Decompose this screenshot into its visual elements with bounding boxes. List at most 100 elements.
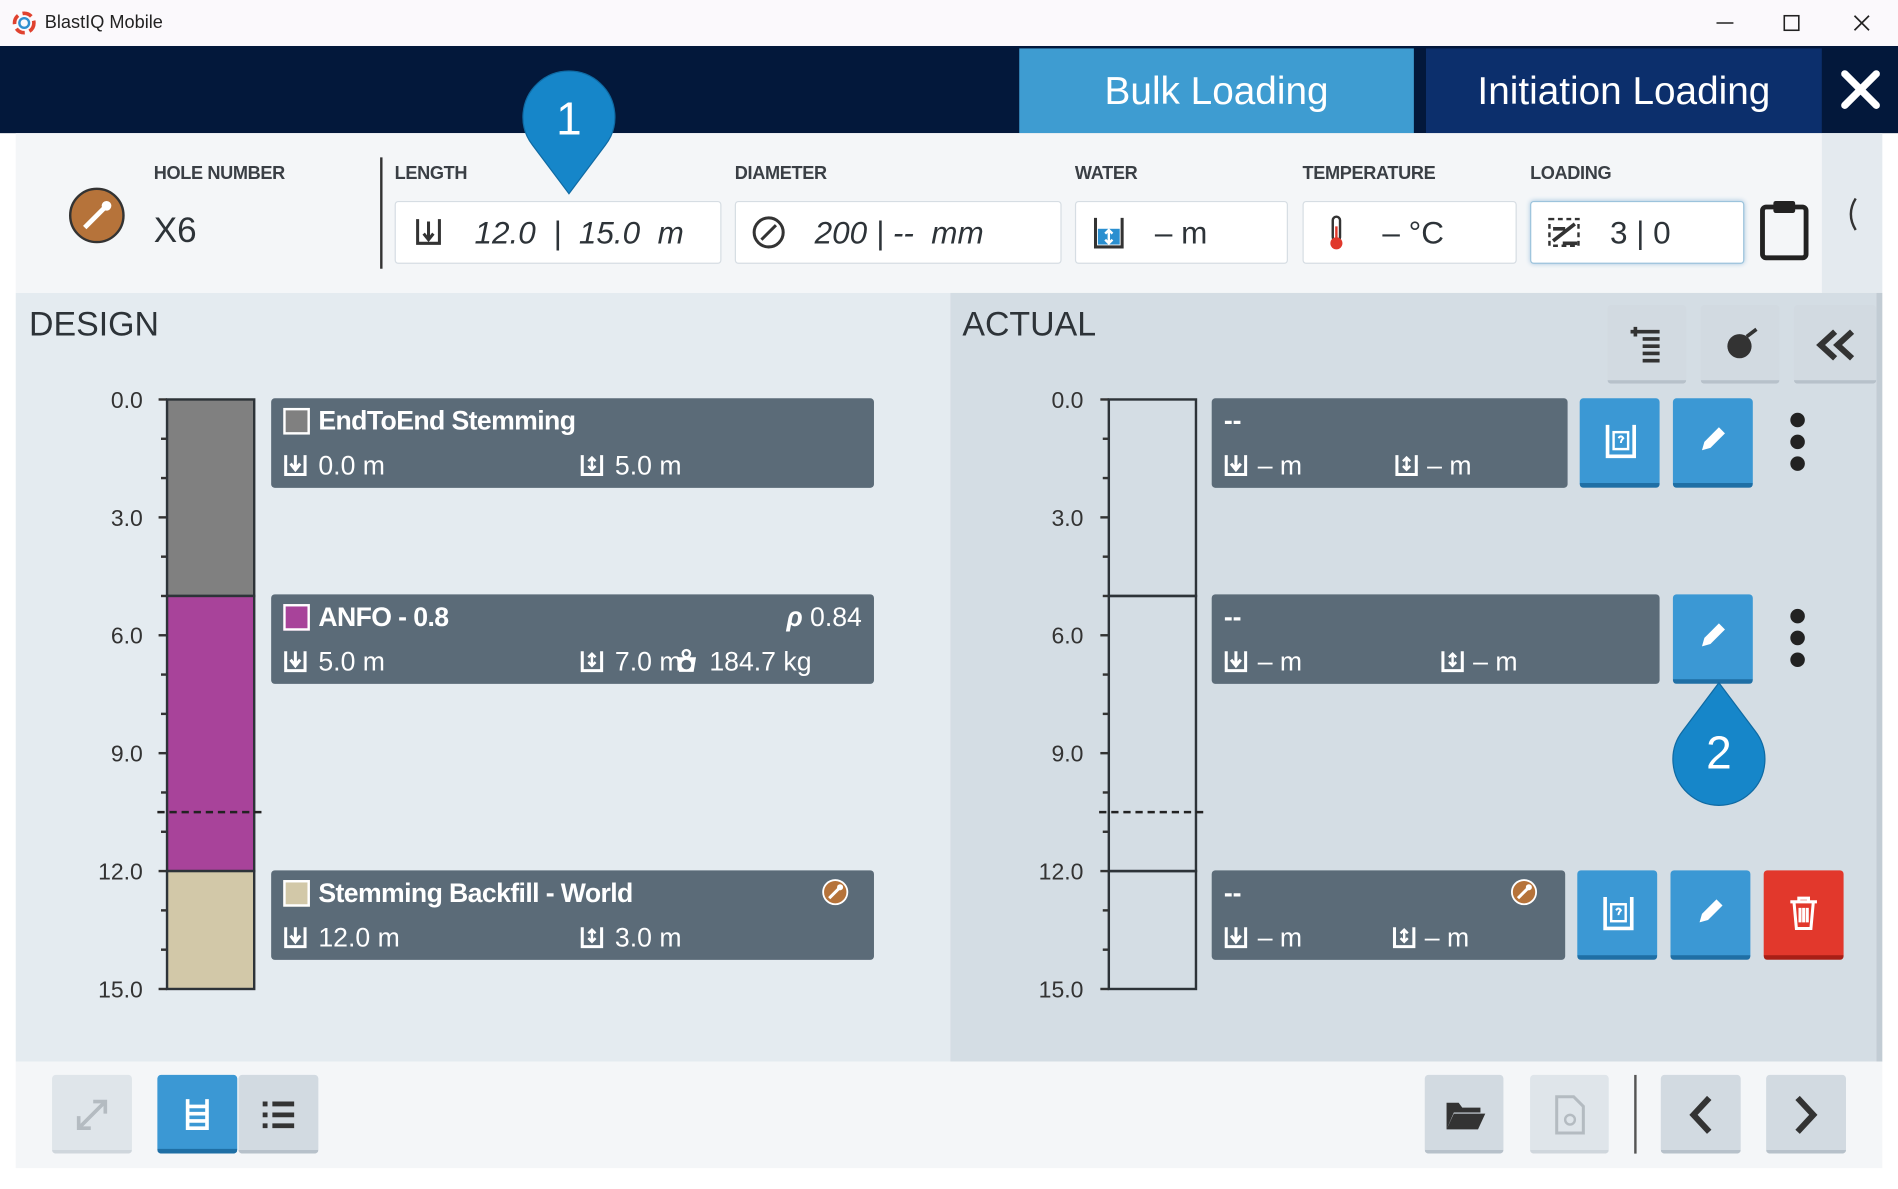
top-icon	[282, 452, 309, 479]
actual-deck-card[interactable]: -- – m – m	[1211, 869, 1566, 960]
close-button[interactable]	[1841, 70, 1880, 109]
tick-label: 0.0	[111, 387, 143, 413]
field-icon	[1318, 214, 1354, 250]
tab-initiation-loading[interactable]: Initiation Loading	[1425, 48, 1822, 134]
deck-segment	[165, 869, 256, 991]
divider	[380, 157, 383, 269]
deck-name: Stemming Backfill - World	[318, 877, 633, 908]
design-deck-card[interactable]: ANFO - 0.8 5.0 m 7.0 m ρ 0.84 184.7 kg	[271, 594, 874, 685]
length-icon	[579, 452, 606, 479]
button-icon	[1600, 894, 1634, 930]
icon	[262, 1101, 295, 1129]
top-icon	[282, 648, 309, 675]
field-box[interactable]: 3 | 0	[1530, 200, 1745, 264]
deck-type-icon	[1511, 878, 1538, 905]
deck-name: EndToEnd Stemming	[318, 405, 576, 436]
callout-1-pin	[522, 70, 616, 195]
field-icon-svg	[416, 219, 441, 245]
button-icon	[1693, 894, 1727, 930]
icon	[1727, 327, 1758, 359]
button-icon	[1696, 422, 1730, 458]
density: ρ 0.84	[786, 602, 861, 633]
top-icon	[1223, 923, 1250, 950]
deck-length: 7.0 m	[614, 646, 682, 678]
button-icon-svg	[1701, 623, 1725, 647]
delete-button[interactable]	[1763, 869, 1844, 960]
tab-bulk-loading[interactable]: Bulk Loading	[1019, 48, 1414, 134]
deck-top: – m	[1257, 646, 1303, 678]
tick-label: 12.0	[98, 859, 143, 885]
top-icon-svg	[284, 926, 307, 948]
expand-button[interactable]	[52, 1074, 132, 1154]
field-icon	[751, 214, 787, 250]
actual-deck-card[interactable]: -- – m – m	[1211, 594, 1660, 685]
length-icon-svg	[580, 651, 604, 673]
actual-deck-card[interactable]: -- – m – m	[1211, 398, 1568, 488]
field-icon	[1091, 214, 1127, 250]
design-deck-card[interactable]: Stemming Backfill - World 12.0 m 3.0 m	[271, 869, 874, 960]
actual-title: ACTUAL	[962, 305, 1097, 343]
open-folder-button[interactable]	[1424, 1074, 1504, 1154]
deck-type-icon-svg	[822, 878, 849, 905]
column-view-button[interactable]	[157, 1074, 238, 1154]
field-box[interactable]: – °C	[1302, 200, 1517, 264]
field-box[interactable]: 200 | -- mm	[734, 200, 1062, 264]
deck-name: ANFO - 0.8	[318, 602, 449, 633]
field-box[interactable]: – m	[1074, 200, 1288, 264]
deck-name: --	[1223, 405, 1242, 436]
deck-swatch	[283, 879, 310, 907]
app-icon	[12, 11, 36, 35]
length-icon-svg	[1392, 926, 1416, 948]
field-value: 12.0 | 15.0 m	[474, 214, 684, 251]
length-icon-svg	[1395, 455, 1418, 477]
collapse-panel[interactable]	[1821, 133, 1883, 293]
next-hole-button[interactable]	[1766, 1074, 1847, 1154]
hole-number: X6	[153, 211, 197, 251]
view-file-button[interactable]	[1530, 1074, 1609, 1154]
list-view-button[interactable]	[238, 1074, 319, 1154]
field-label: LENGTH	[394, 163, 468, 184]
deck-segment	[1107, 869, 1198, 991]
add-deck-button[interactable]	[1607, 305, 1687, 384]
more-button	[1790, 609, 1805, 668]
collapse-actual-button[interactable]	[1793, 305, 1877, 384]
deck-length: 5.0 m	[614, 450, 682, 481]
deck-swatch	[283, 604, 310, 632]
tick-label: 15.0	[98, 976, 143, 1002]
deck-segment	[165, 398, 256, 598]
primer-button[interactable]	[1700, 305, 1780, 384]
top-icon-svg	[1224, 455, 1248, 477]
edit-button[interactable]	[1672, 594, 1753, 685]
water-button[interactable]	[1577, 869, 1658, 960]
collapse-chevron[interactable]	[1844, 196, 1861, 232]
deck-length: – m	[1473, 646, 1518, 678]
field-icon-svg	[752, 216, 785, 249]
water-button[interactable]	[1579, 398, 1660, 488]
tick-label: 0.0	[1051, 387, 1083, 413]
icon	[1816, 329, 1855, 361]
tick-label: 9.0	[1051, 741, 1083, 767]
field-box[interactable]: 12.0 | 15.0 m	[394, 200, 722, 264]
deck-top: 5.0 m	[318, 646, 385, 678]
edit-button[interactable]	[1672, 398, 1753, 488]
icon	[1795, 1095, 1818, 1134]
field-icon-svg	[1093, 217, 1124, 249]
button-icon	[1603, 422, 1637, 459]
field-label: WATER	[1074, 163, 1138, 184]
mass-icon-svg	[676, 649, 697, 673]
clipboard-button[interactable]	[1759, 199, 1810, 262]
length-icon	[1393, 452, 1420, 479]
density-symbol: ρ	[786, 602, 803, 633]
field-value: 200 | -- mm	[814, 214, 984, 251]
design-deck-card[interactable]: EndToEnd Stemming 0.0 m 5.0 m	[271, 398, 874, 488]
previous-hole-button[interactable]	[1660, 1074, 1741, 1154]
icon	[76, 1099, 108, 1131]
tick-label: 9.0	[111, 741, 143, 767]
deck-type-icon	[822, 878, 849, 905]
field-value: – m	[1154, 214, 1208, 251]
window-controls[interactable]	[1707, 10, 1876, 37]
top-icon-svg	[284, 455, 307, 477]
tick-label: 15.0	[1039, 976, 1084, 1002]
edit-button[interactable]	[1670, 869, 1751, 960]
